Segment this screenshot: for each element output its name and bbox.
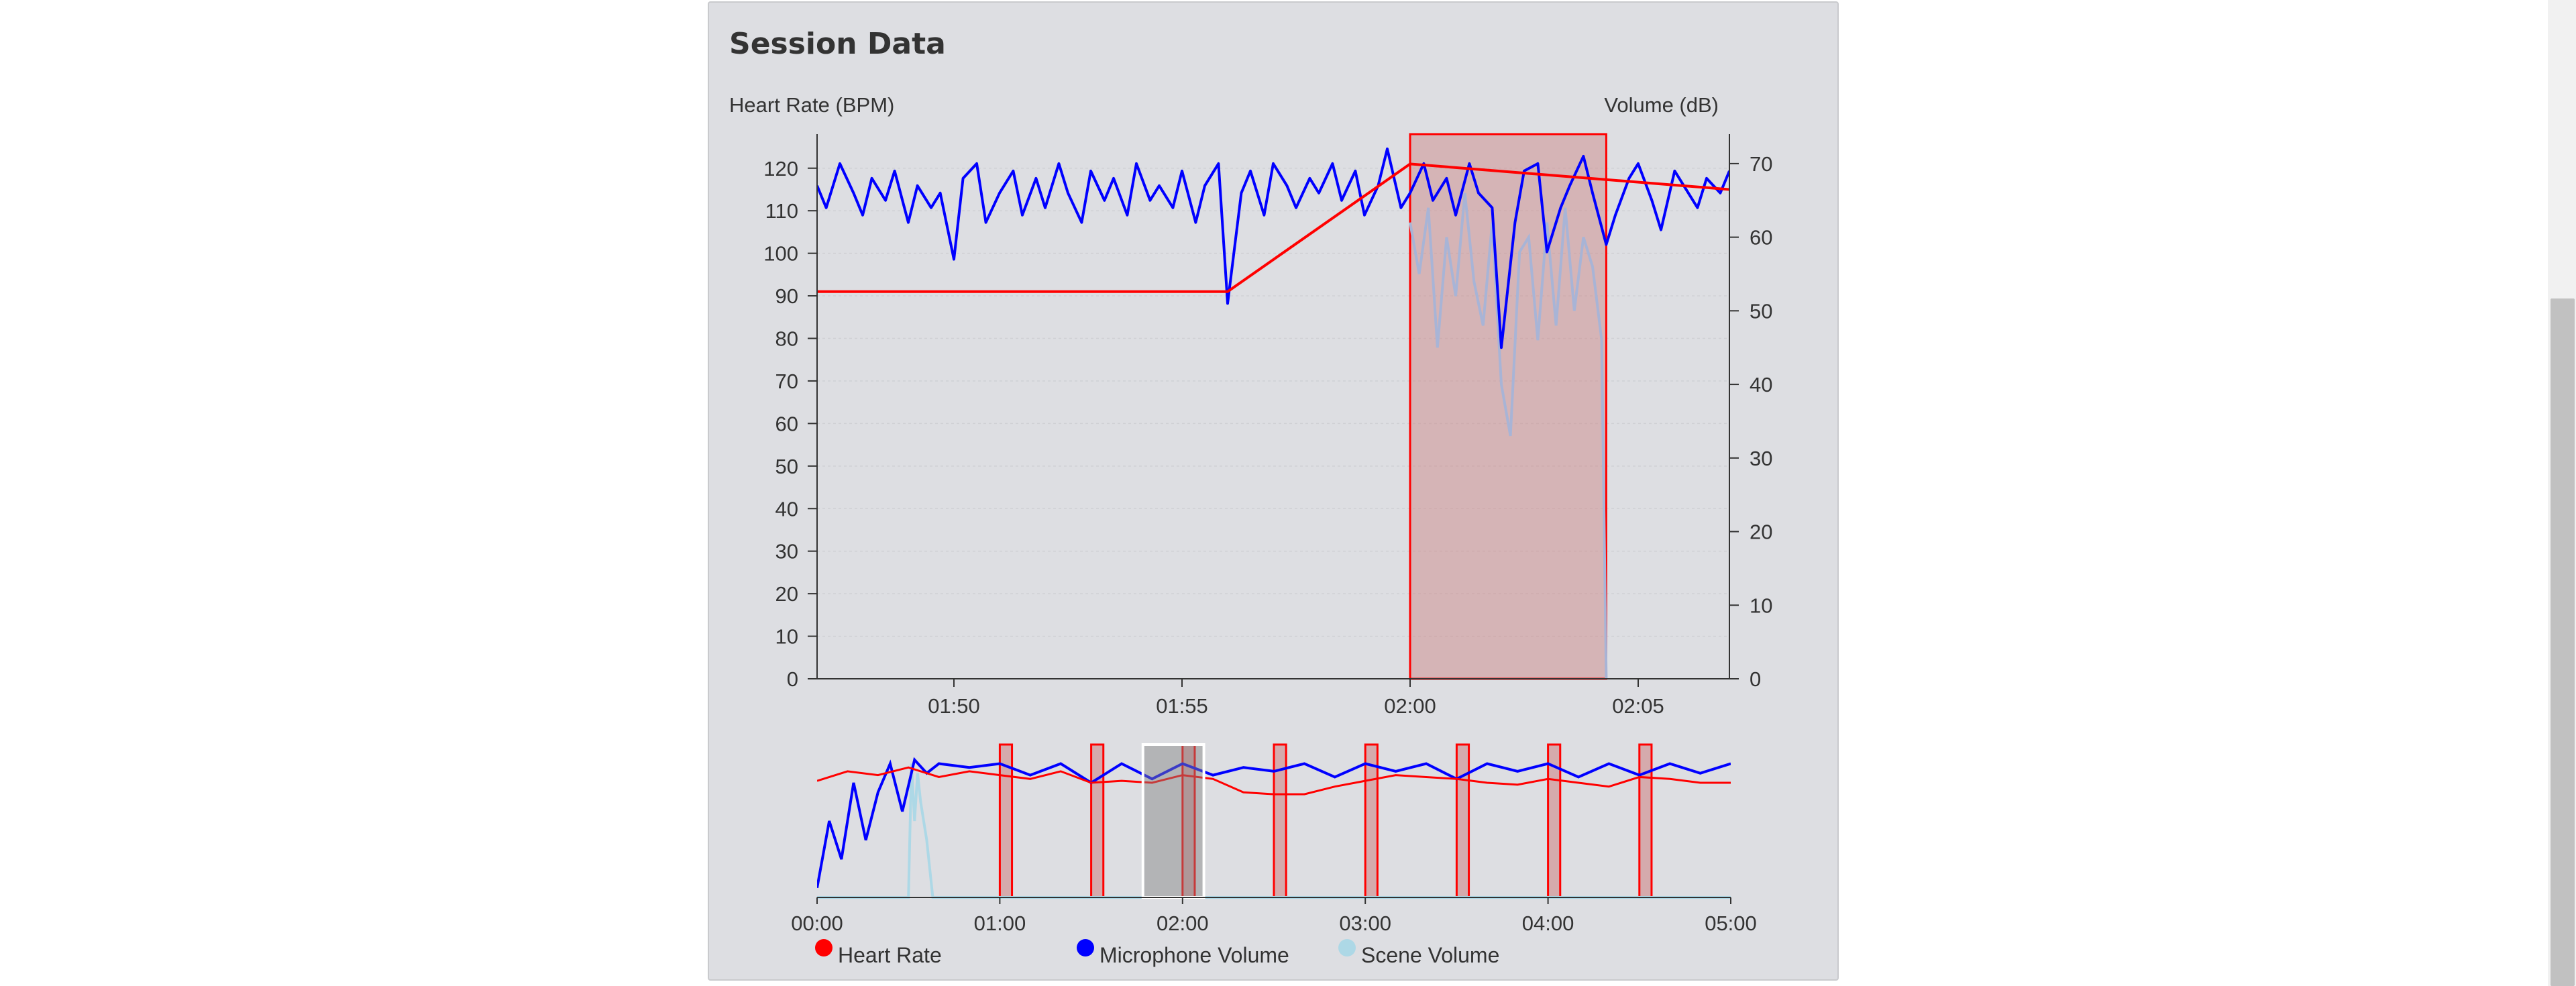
- left-y-tick-label: 0: [787, 667, 798, 691]
- series-microphone-volume: [817, 147, 1729, 349]
- main-chart-axes: 0 10 20 30 40 50 60 70 80 90 100 110 120 0 10 20 30 40 50 6…: [763, 134, 1772, 718]
- left-y-tick-label: 10: [775, 625, 798, 649]
- x-tick-label: 02:00: [1384, 694, 1436, 718]
- navigator-x-tick-label: 01:00: [974, 912, 1026, 935]
- left-y-tick-label: 100: [763, 242, 798, 266]
- navigator-window-rect[interactable]: [1141, 743, 1205, 899]
- series-heart-rate: [817, 162, 1729, 293]
- right-y-tick-label: 70: [1750, 152, 1772, 176]
- chart-legend: Heart Rate Microphone Volume Scene Volume: [815, 939, 1499, 967]
- left-y-tick-label: 50: [775, 455, 798, 478]
- right-y-tick-label: 50: [1750, 299, 1772, 323]
- series-scene-volume: [1409, 193, 1608, 679]
- navigator-x-tick-label: 05:00: [1705, 912, 1757, 935]
- legend-label: Heart Rate: [838, 943, 942, 967]
- navigator-x-tick-label: 00:00: [791, 912, 843, 935]
- navigator-axes: 00:00 01:00 02:00 03:00 04:00 05:00: [791, 897, 1757, 935]
- right-y-tick-label: 10: [1750, 594, 1772, 617]
- right-y-tick-label: 30: [1750, 447, 1772, 470]
- legend-marker: [1338, 939, 1356, 956]
- panel-title: Session Data: [729, 27, 946, 61]
- left-y-tick-label: 40: [775, 497, 798, 521]
- x-tick-label: 02:05: [1612, 694, 1664, 718]
- left-axis-title: Heart Rate (BPM): [729, 93, 894, 117]
- left-y-tick-label: 90: [775, 284, 798, 308]
- legend-label: Scene Volume: [1361, 943, 1499, 967]
- main-chart-series: [817, 147, 1729, 679]
- legend-label: Microphone Volume: [1099, 943, 1289, 967]
- legend-marker: [1077, 939, 1094, 956]
- main-chart-grid: [817, 168, 1729, 637]
- left-y-tick-label: 70: [775, 370, 798, 393]
- x-tick-label: 01:55: [1156, 694, 1208, 718]
- right-y-tick-label: 60: [1750, 226, 1772, 250]
- legend-marker: [815, 939, 833, 956]
- navigator-scene-volume: [817, 763, 1731, 899]
- left-y-tick-label: 30: [775, 540, 798, 563]
- left-y-tick-label: 60: [775, 412, 798, 435]
- navigator-highlight: [1455, 743, 1470, 899]
- left-y-tick-label: 20: [775, 582, 798, 606]
- navigator-x-tick-label: 04:00: [1522, 912, 1574, 935]
- left-y-tick-label: 120: [763, 157, 798, 180]
- page-scrollbar-thumb[interactable]: [2551, 298, 2575, 986]
- right-y-tick-label: 0: [1750, 667, 1761, 691]
- left-y-tick-label: 80: [775, 327, 798, 351]
- x-tick-label: 01:50: [928, 694, 980, 718]
- navigator-microphone-volume: [817, 757, 1731, 889]
- navigator-heart-rate: [817, 766, 1731, 796]
- highlight-region: [1409, 133, 1607, 680]
- navigator-x-tick-label: 03:00: [1339, 912, 1391, 935]
- navigator-highlight: [1638, 743, 1653, 899]
- right-y-tick-label: 20: [1750, 521, 1772, 544]
- navigator-x-tick-label: 02:00: [1157, 912, 1209, 935]
- main-chart-highlight: [1409, 133, 1607, 680]
- navigator-highlight: [1090, 743, 1105, 899]
- right-axis-title: Volume (dB): [1604, 93, 1719, 117]
- right-y-tick-label: 40: [1750, 373, 1772, 396]
- left-y-tick-label: 110: [765, 199, 798, 223]
- navigator-series: [817, 757, 1731, 899]
- navigator-selected-window[interactable]: [1141, 743, 1205, 899]
